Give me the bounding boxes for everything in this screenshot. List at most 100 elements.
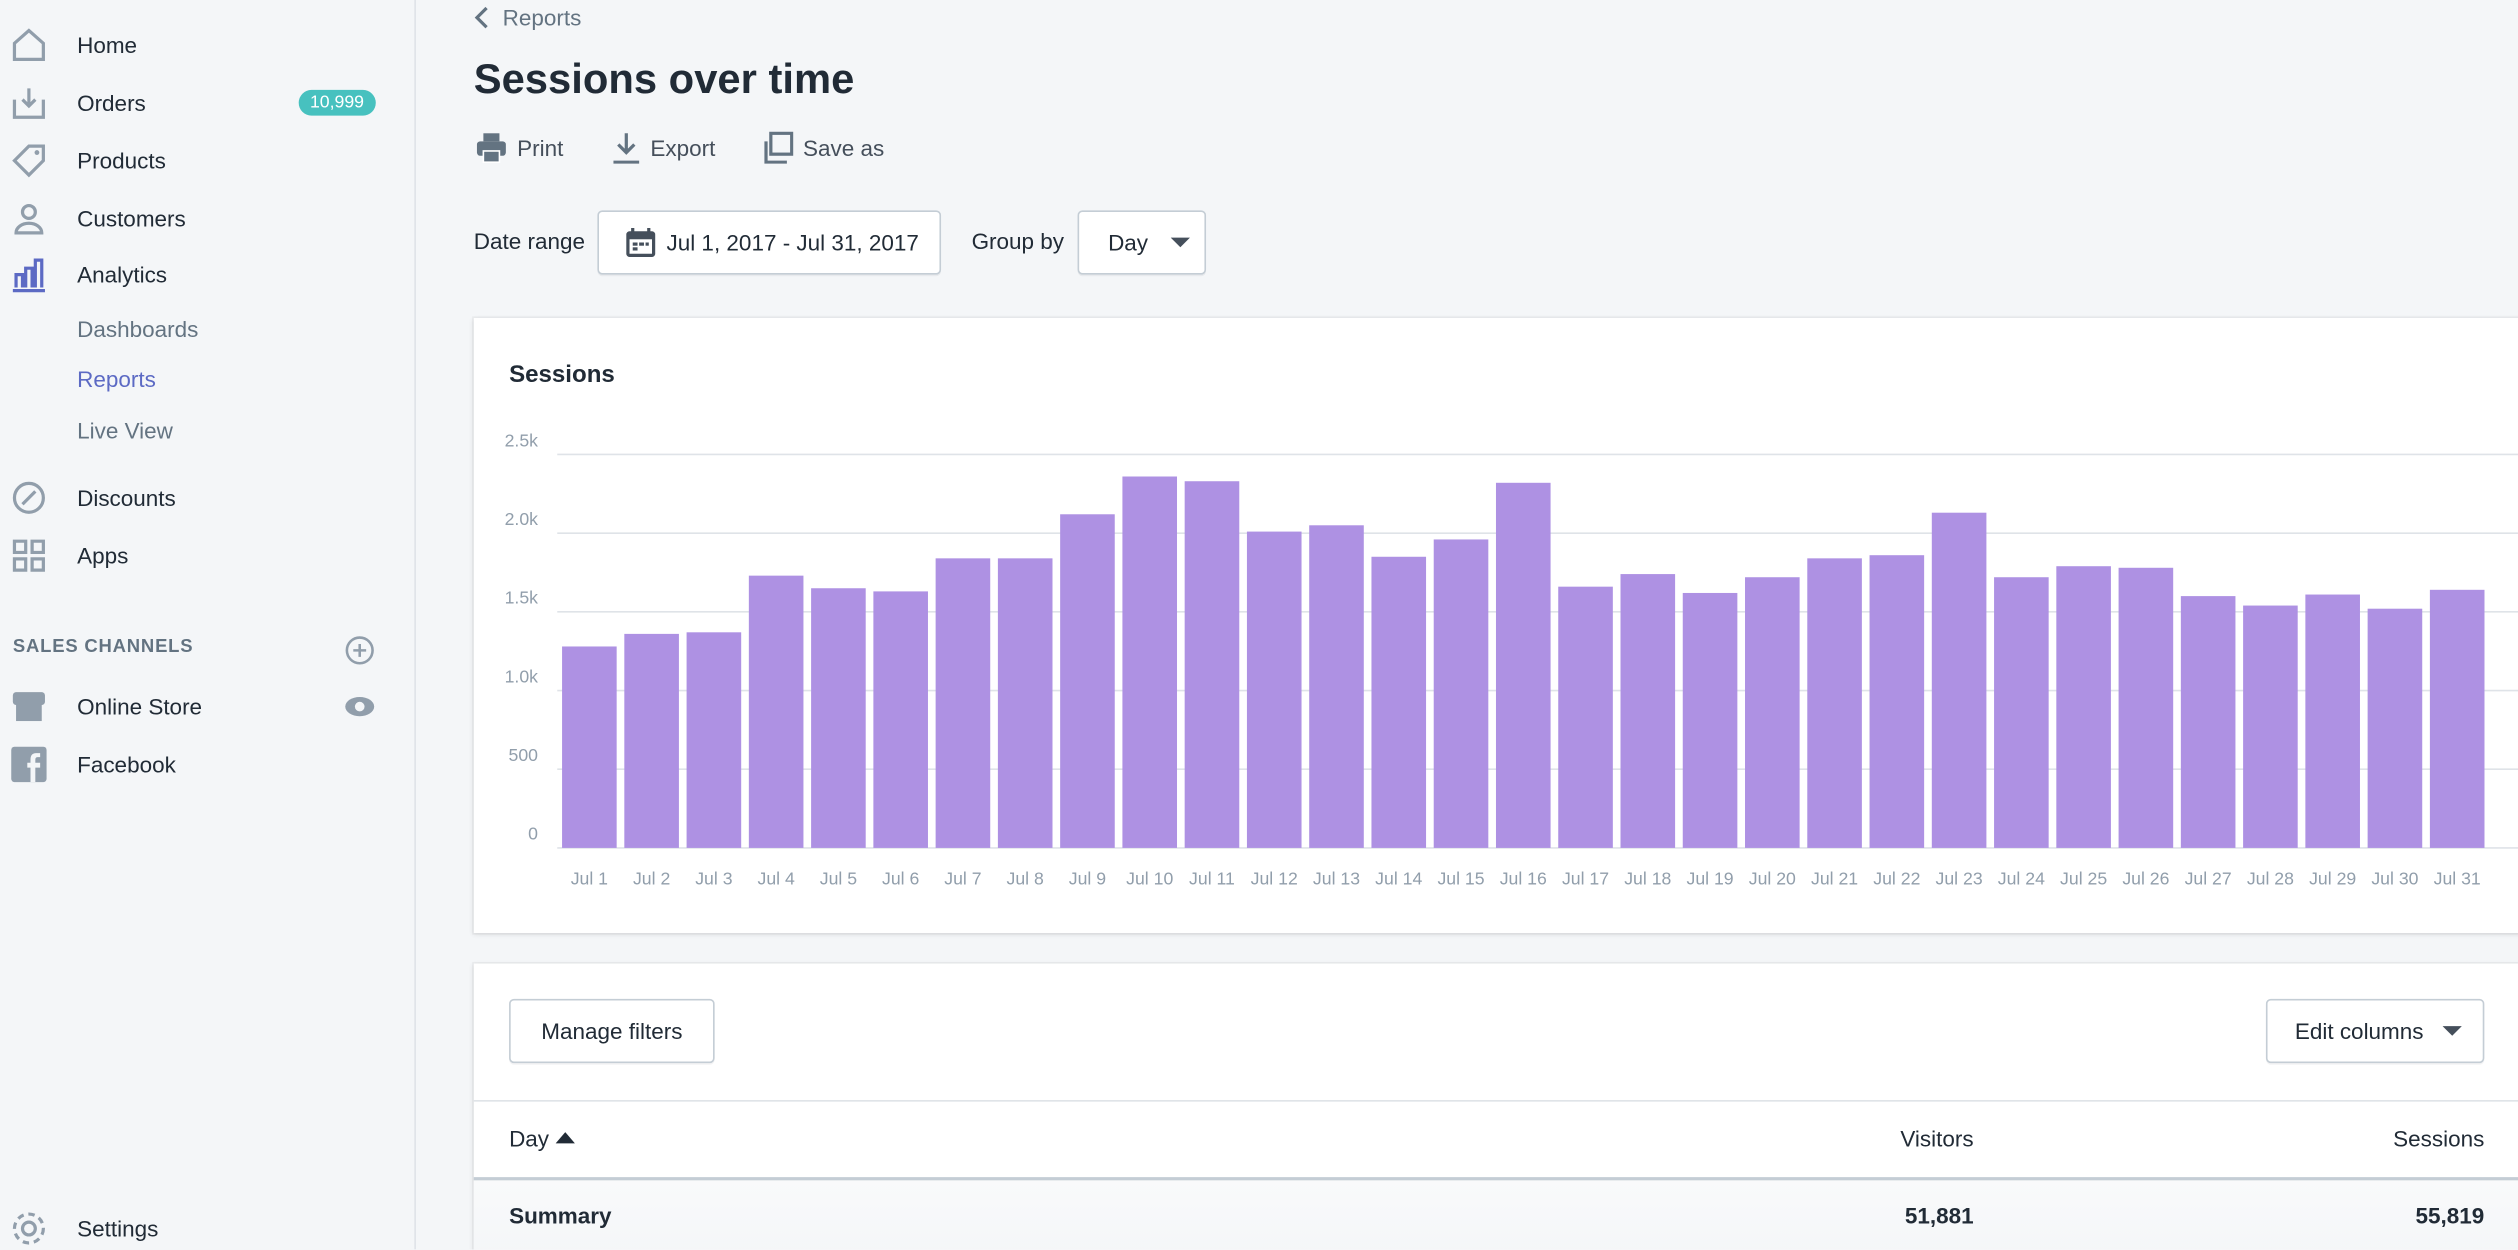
x-tick-label: Jul 13 — [1313, 869, 1360, 889]
nav-reports[interactable]: Reports — [77, 366, 156, 392]
orders-badge: 10,999 — [298, 89, 376, 116]
x-tick-label: Jul 31 — [2434, 869, 2481, 889]
x-tick-label: Jul 25 — [2060, 869, 2107, 889]
x-tick-label: Jul 28 — [2247, 869, 2294, 889]
manage-filters-button[interactable]: Manage filters — [509, 998, 715, 1064]
group-by-select[interactable]: Day — [1077, 210, 1207, 275]
nav-online-store[interactable]: Online Store — [77, 693, 203, 720]
nav-facebook[interactable]: Facebook — [77, 751, 176, 778]
summary-row — [473, 1177, 2518, 1250]
bar — [1869, 555, 1925, 848]
column-visitors[interactable]: Visitors — [1900, 1125, 1974, 1152]
bar — [748, 575, 804, 848]
sidebar: Home Orders 10,999 Products Customers An… — [0, 0, 416, 1250]
summary-visitors: 51,881 — [1904, 1202, 1974, 1229]
x-tick-label: Jul 5 — [820, 869, 857, 889]
x-tick-label: Jul 7 — [944, 869, 981, 889]
bar — [2243, 605, 2298, 848]
x-tick-label: Jul 17 — [1562, 869, 1609, 889]
bar — [1682, 592, 1738, 848]
x-tick-label: Jul 19 — [1686, 869, 1733, 889]
home-icon — [12, 28, 45, 62]
date-range-button[interactable]: Jul 1, 2017 - Jul 31, 2017 — [597, 210, 942, 275]
breadcrumb[interactable]: Reports — [502, 4, 582, 31]
bar — [2180, 596, 2236, 848]
x-tick-label: Jul 6 — [882, 869, 919, 889]
nav-analytics[interactable]: Analytics — [77, 261, 168, 288]
bar — [562, 646, 617, 848]
back-arrow — [474, 6, 488, 29]
nav-home[interactable]: Home — [77, 32, 138, 58]
caret — [1170, 237, 1190, 248]
sales-channels-heading: SALES CHANNELS — [12, 637, 194, 657]
bar — [2118, 567, 2174, 848]
caret — [2442, 1026, 2463, 1036]
x-tick-label: Jul 10 — [1126, 869, 1173, 889]
nav-products[interactable]: Products — [77, 147, 166, 174]
y-tick-label: 500 — [509, 745, 539, 765]
x-tick-label: Jul 30 — [2371, 869, 2418, 889]
column-day[interactable]: Day — [509, 1125, 550, 1152]
store-icon — [12, 692, 45, 722]
summary-sessions: 55,819 — [2415, 1202, 2485, 1229]
bar — [1931, 512, 1987, 848]
bar — [1558, 586, 1613, 848]
x-tick-label: Jul 12 — [1251, 869, 1298, 889]
bar — [1495, 482, 1551, 848]
print-action[interactable]: Print — [517, 134, 564, 161]
nav-discounts[interactable]: Discounts — [77, 484, 176, 511]
nav-live-view[interactable]: Live View — [77, 417, 173, 444]
column-sessions[interactable]: Sessions — [2393, 1125, 2485, 1152]
x-tick-label: Jul 22 — [1873, 869, 1920, 889]
view-store[interactable] — [344, 694, 376, 720]
x-tick-label: Jul 21 — [1811, 869, 1858, 889]
x-tick-label: Jul 29 — [2309, 869, 2356, 889]
bar — [686, 632, 742, 848]
edit-columns-label: Edit columns — [2294, 1018, 2424, 1044]
export-action[interactable]: Export — [650, 134, 716, 161]
bar — [1184, 481, 1240, 848]
edit-columns-button[interactable]: Edit columns — [2265, 998, 2485, 1064]
bar — [1994, 577, 2049, 848]
calendar-icon — [626, 228, 656, 257]
bar — [1246, 531, 1302, 848]
bar — [1807, 558, 1862, 848]
nav-settings[interactable]: Settings — [77, 1215, 159, 1242]
x-tick-label: Jul 2 — [633, 869, 670, 889]
bar — [1745, 577, 1800, 848]
nav-dashboards[interactable]: Dashboards — [77, 316, 199, 343]
bar — [2367, 608, 2423, 848]
settings-icon — [12, 1212, 45, 1245]
y-tick-label: 1.5k — [505, 588, 539, 608]
x-tick-label: Jul 24 — [1998, 869, 2045, 889]
products-icon — [12, 144, 45, 178]
bar — [1433, 539, 1489, 848]
y-tick-label: 1.0k — [505, 666, 539, 686]
bar — [1309, 525, 1364, 848]
discounts-icon — [12, 481, 45, 514]
save-as-action[interactable]: Save as — [802, 134, 885, 161]
bar — [1122, 476, 1178, 848]
save-icon — [764, 131, 794, 164]
analytics-icon — [12, 258, 45, 293]
bar — [2305, 594, 2360, 848]
nav-customers[interactable]: Customers — [77, 205, 186, 232]
print-icon — [476, 133, 506, 163]
bar — [2429, 589, 2485, 848]
y-tick-label: 0 — [528, 824, 538, 844]
nav-apps[interactable]: Apps — [77, 542, 129, 569]
add-channel[interactable] — [344, 634, 376, 666]
bar — [811, 588, 866, 848]
x-tick-label: Jul 27 — [2185, 869, 2232, 889]
bar — [1620, 574, 1676, 848]
orders-icon — [12, 88, 45, 119]
group-by-label: Group by — [971, 228, 1065, 254]
x-tick-label: Jul 26 — [2122, 869, 2169, 889]
x-tick-label: Jul 3 — [695, 869, 732, 889]
page-title: Sessions over time — [473, 54, 855, 103]
nav-orders[interactable]: Orders — [77, 89, 146, 116]
date-range-label: Date range — [473, 228, 585, 254]
x-tick-label: Jul 9 — [1069, 869, 1106, 889]
